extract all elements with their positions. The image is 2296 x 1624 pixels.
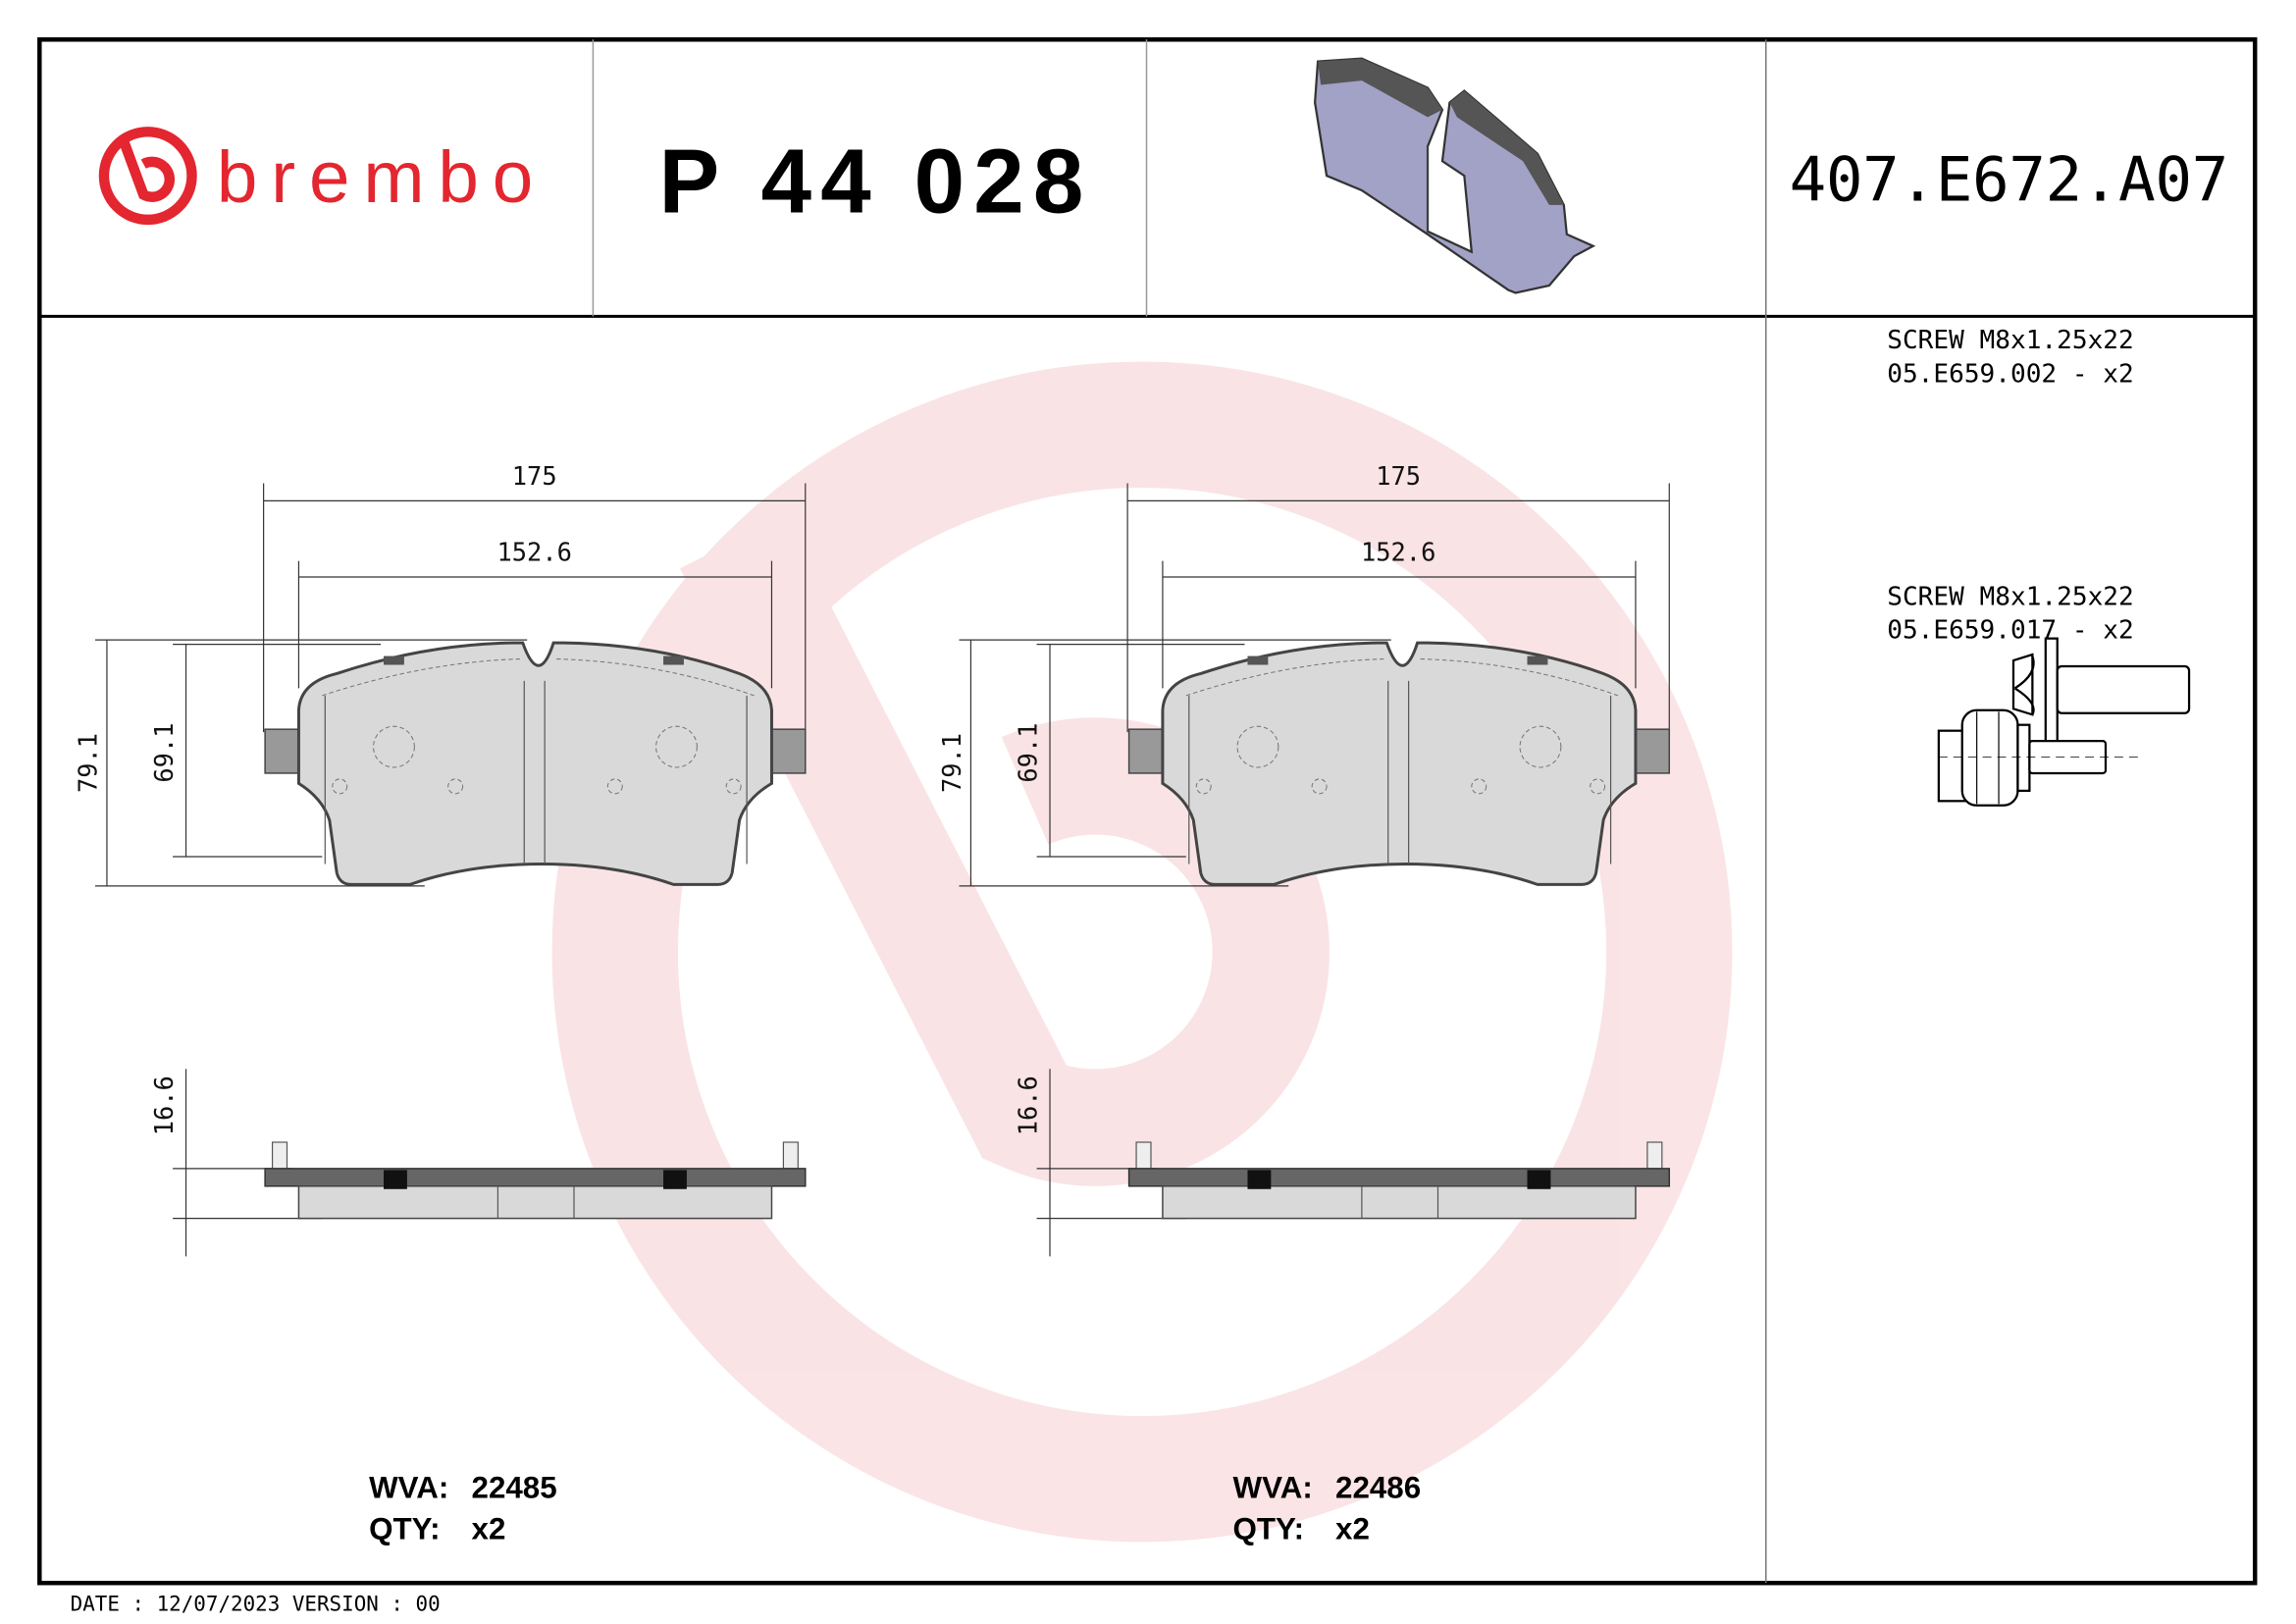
pad-front-view [264, 641, 807, 886]
height-total-label: 79.1 [937, 733, 966, 793]
bolt-with-sleeve-icon [1937, 708, 2138, 807]
wva-value: 22485 [472, 1471, 557, 1505]
thickness-label: 16.6 [1014, 1075, 1043, 1135]
dimension-thickness: 16.6 [1014, 1069, 1186, 1257]
dimension-width-inner: 152.6 [297, 538, 773, 689]
qty-value: x2 [1335, 1511, 1370, 1545]
qty-label: QTY: [369, 1511, 441, 1545]
dimension-height-inner: 69.1 [149, 644, 382, 858]
brembo-logo: brembo [98, 127, 533, 226]
accessory-1-code: 05.E659.002 - x2 [1887, 359, 2134, 389]
dimension-height-inner: 69.1 [1014, 644, 1245, 858]
height-total-label: 79.1 [74, 733, 103, 793]
dimension-width-total: 175 [263, 461, 807, 733]
accessory-2-code: 05.E659.017 - x2 [1887, 616, 2134, 646]
pad-3d-view [1314, 57, 1596, 294]
flange-bolt-icon [2011, 637, 2191, 743]
accessory-2-name: SCREW M8x1.25x22 [1887, 582, 2134, 611]
pad-drawing-2: 175 152.6 79.1 69.1 [937, 461, 1671, 1545]
pad-drawing-2-content: 175 152.6 79.1 69.1 [937, 461, 1671, 1545]
dimension-width-total: 175 [1126, 461, 1670, 733]
wva-label: WVA: [1233, 1471, 1313, 1505]
dimension-height-total: 79.1 [74, 639, 528, 887]
pad-front-view [1127, 641, 1671, 886]
brembo-watermark [551, 361, 1733, 1543]
qty-value: x2 [472, 1511, 506, 1545]
pad-side-view [1127, 1141, 1671, 1220]
height-inner-label: 69.1 [1014, 723, 1043, 783]
pad-side-view [264, 1141, 807, 1220]
thickness-label: 16.6 [149, 1075, 179, 1135]
width-total-label: 175 [512, 461, 557, 491]
footer-date-version: DATE : 12/07/2023 VERSION : 00 [71, 1593, 441, 1616]
accessory-1-name: SCREW M8x1.25x22 [1887, 326, 2134, 355]
reference-code: 407.E672.A07 [1790, 143, 2229, 215]
brembo-logo-mark-icon [98, 127, 197, 226]
width-inner-label: 152.6 [497, 538, 572, 567]
wva-value: 22486 [1335, 1471, 1421, 1505]
dimension-width-inner: 152.6 [1162, 538, 1637, 689]
part-number: P 44 028 [659, 130, 1084, 232]
brand-name: brembo [217, 135, 533, 218]
pad-drawing-1: 175 152.6 79.1 69.1 [74, 461, 807, 1545]
wva-label: WVA: [369, 1471, 448, 1505]
dimension-thickness: 16.6 [149, 1069, 323, 1257]
width-total-label: 175 [1376, 461, 1421, 491]
height-inner-label: 69.1 [149, 723, 179, 783]
qty-label: QTY: [1233, 1511, 1305, 1545]
width-inner-label: 152.6 [1361, 538, 1435, 567]
